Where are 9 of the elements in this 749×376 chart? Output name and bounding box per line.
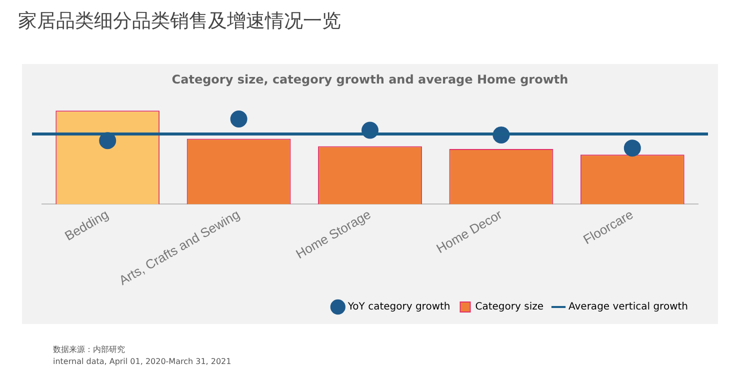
chart-subtitle: Category size, category growth and average Home growth — [172, 72, 568, 86]
point — [230, 110, 248, 128]
legend-label: Category size — [475, 302, 544, 313]
text: internal data, April 01, 2020-March 31, 2021 — [53, 356, 232, 368]
legend-label: Average vertical growth — [568, 302, 688, 313]
chart-title: 家居品类细分品类销售及增速情况一览 — [18, 9, 342, 34]
point — [624, 140, 641, 157]
legend-label: YoY category growth — [346, 302, 450, 313]
source-note: 数据来源：内部研究 — [53, 344, 126, 356]
